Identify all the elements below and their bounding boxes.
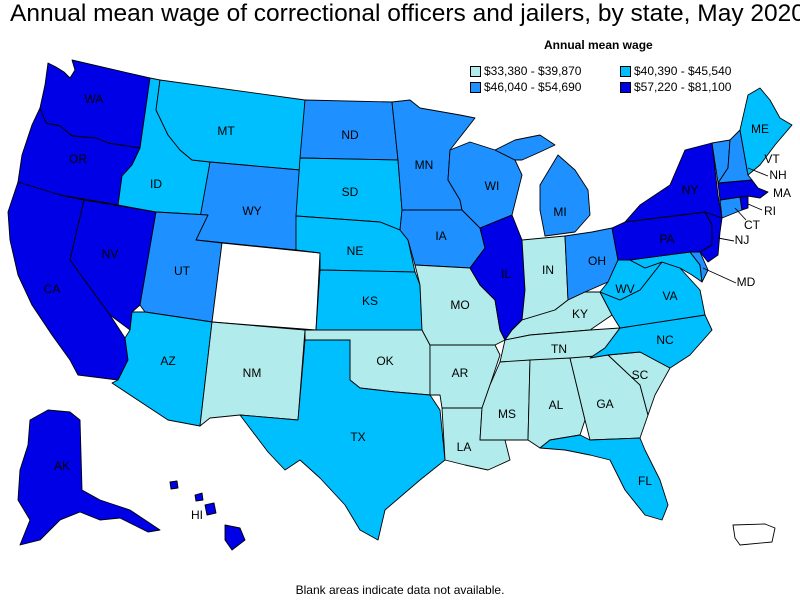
label-NY: NY xyxy=(682,183,699,197)
state-AK[interactable] xyxy=(17,409,161,546)
label-ND: ND xyxy=(341,128,359,142)
label-IA: IA xyxy=(435,229,446,243)
legend-label-1: $33,380 - $39,870 xyxy=(484,64,582,78)
label-NM: NM xyxy=(243,366,262,380)
label-KS: KS xyxy=(362,294,378,308)
label-MT: MT xyxy=(217,124,235,138)
label-ID: ID xyxy=(150,177,162,191)
label-OK: OK xyxy=(376,354,393,368)
label-VA: VA xyxy=(662,289,677,303)
state-FL[interactable] xyxy=(539,434,669,521)
label-HI: HI xyxy=(191,508,203,522)
state-HI-2[interactable] xyxy=(204,502,217,516)
label-NJ: NJ xyxy=(735,233,750,247)
legend-item-4: $57,220 - $81,100 xyxy=(620,80,731,94)
legend-swatch-4 xyxy=(620,81,631,93)
label-MI: MI xyxy=(553,205,566,219)
legend-swatch-3 xyxy=(470,81,481,93)
footnote: Blank areas indicate data not available. xyxy=(295,583,505,597)
label-VT: VT xyxy=(764,152,780,166)
label-KY: KY xyxy=(572,307,588,321)
label-CT: CT xyxy=(744,218,761,232)
label-IL: IL xyxy=(501,267,511,281)
label-RI: RI xyxy=(764,204,776,218)
label-SC: SC xyxy=(632,368,649,382)
label-MD: MD xyxy=(737,275,756,289)
label-ME: ME xyxy=(751,122,769,136)
state-HI-3[interactable] xyxy=(194,492,204,502)
state-AZ[interactable] xyxy=(111,311,213,427)
label-TN: TN xyxy=(551,342,567,356)
label-NC: NC xyxy=(656,333,674,347)
label-OR: OR xyxy=(69,152,87,166)
leader-NJ xyxy=(717,237,735,242)
label-LA: LA xyxy=(457,440,472,454)
label-IN: IN xyxy=(542,263,554,277)
label-MS: MS xyxy=(498,407,516,421)
legend-item-2: $40,390 - $45,540 xyxy=(620,64,731,78)
legend-label-3: $46,040 - $54,690 xyxy=(484,80,582,94)
label-MN: MN xyxy=(415,158,434,172)
map-title: Annual mean wage of correctional officer… xyxy=(10,0,800,27)
legend-item-3: $46,040 - $54,690 xyxy=(470,80,581,94)
label-MO: MO xyxy=(450,298,469,312)
legend-title: Annual mean wage xyxy=(544,38,653,52)
state-MA[interactable] xyxy=(717,179,769,201)
label-MA: MA xyxy=(773,186,791,200)
label-GA: GA xyxy=(596,397,613,411)
leader-MD xyxy=(702,267,737,284)
label-WY: WY xyxy=(242,204,261,218)
legend-item-1: $33,380 - $39,870 xyxy=(470,64,581,78)
leader-NH xyxy=(747,167,769,177)
state-HI-4[interactable] xyxy=(169,480,179,490)
label-NV: NV xyxy=(102,247,119,261)
label-AZ: AZ xyxy=(160,354,175,368)
label-AK: AK xyxy=(54,459,70,473)
state-NJ[interactable] xyxy=(699,211,723,263)
state-CO[interactable] xyxy=(211,242,321,331)
label-TX: TX xyxy=(350,430,365,444)
label-AR: AR xyxy=(452,366,469,380)
leader-CT xyxy=(734,207,747,221)
state-TX[interactable] xyxy=(239,339,446,541)
label-WA: WA xyxy=(85,92,104,106)
label-PA: PA xyxy=(659,232,674,246)
legend-label-2: $40,390 - $45,540 xyxy=(634,64,732,78)
leader-RI xyxy=(747,203,763,211)
state-NY[interactable] xyxy=(624,142,723,223)
state-MI[interactable] xyxy=(539,154,591,237)
label-NH: NH xyxy=(769,168,786,182)
state-CT[interactable] xyxy=(719,196,743,219)
label-OH: OH xyxy=(588,254,606,268)
legend-label-4: $57,220 - $81,100 xyxy=(634,80,732,94)
label-NE: NE xyxy=(347,244,364,258)
label-SD: SD xyxy=(342,185,359,199)
label-FL: FL xyxy=(638,474,652,488)
label-CA: CA xyxy=(44,282,61,296)
label-AL: AL xyxy=(549,398,564,412)
territory-PR[interactable] xyxy=(732,523,776,546)
label-WV: WV xyxy=(615,282,634,296)
legend-swatch-2 xyxy=(620,65,631,77)
state-MI-UP[interactable] xyxy=(494,134,556,161)
label-UT: UT xyxy=(174,264,191,278)
label-WI: WI xyxy=(485,179,500,193)
legend-swatch-1 xyxy=(470,65,481,77)
state-HI[interactable] xyxy=(224,524,246,551)
